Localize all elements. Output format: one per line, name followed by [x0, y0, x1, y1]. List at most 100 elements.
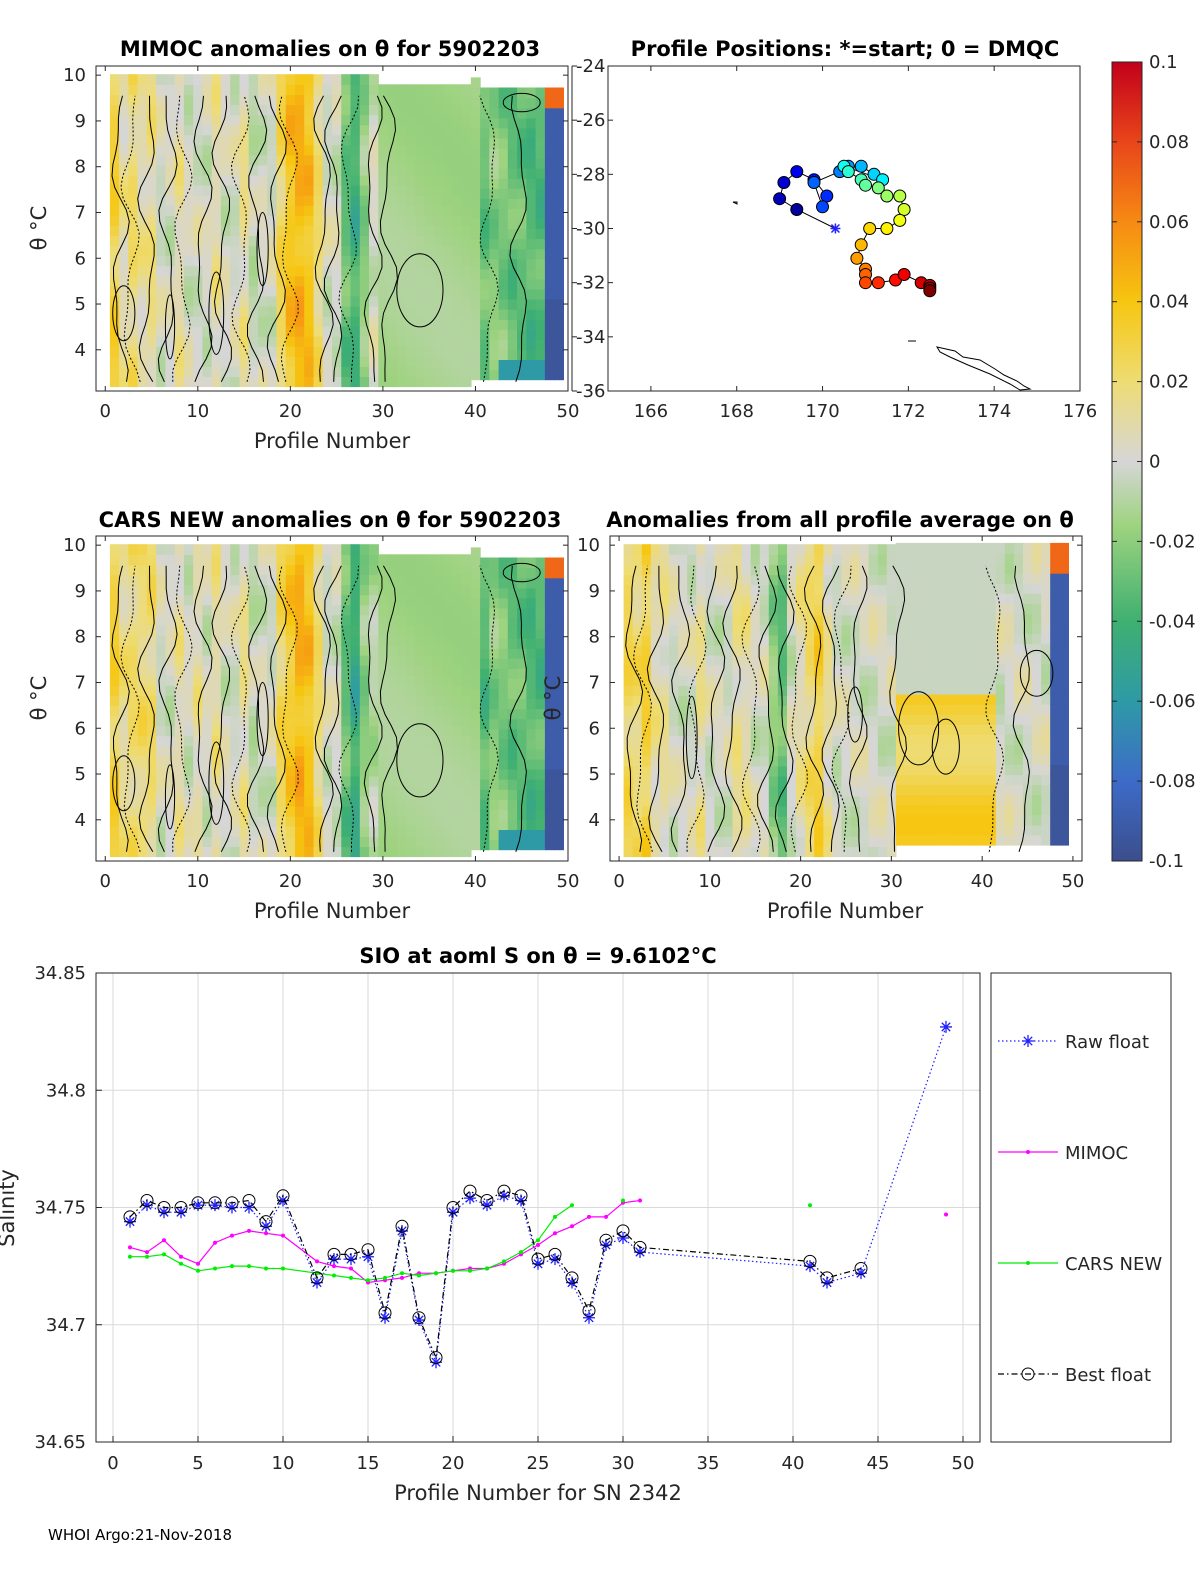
heatmap-cell	[535, 708, 546, 720]
heatmap-cell	[193, 205, 204, 216]
heatmap-cell	[322, 574, 333, 586]
heatmap-cell	[276, 134, 287, 146]
heatmap-cell	[267, 94, 278, 106]
heatmap-cell	[202, 675, 213, 686]
heatmap-cell	[415, 725, 426, 737]
heatmap-cell	[554, 228, 564, 240]
heatmap-cell	[137, 255, 148, 267]
heatmap-cell	[350, 376, 361, 388]
heatmap-cell	[387, 366, 398, 377]
heatmap-cell	[424, 326, 435, 337]
heatmap-cell	[507, 97, 518, 109]
heatmap-cell	[968, 784, 979, 796]
heatmap-cell	[359, 295, 370, 307]
heatmap-cell	[119, 765, 129, 777]
heatmap-cell	[641, 574, 652, 586]
heatmap-cell	[313, 315, 324, 327]
heatmap-cell	[230, 574, 241, 586]
heatmap-cell	[276, 235, 287, 247]
heatmap-cell	[137, 144, 148, 156]
heatmap-cell	[623, 806, 634, 817]
heatmap-cell	[119, 796, 129, 807]
heatmap-cell	[705, 735, 715, 747]
heatmap-cell	[424, 84, 435, 95]
heatmap-cell	[544, 168, 555, 179]
heatmap-cell	[276, 114, 287, 126]
heatmap-cell	[350, 326, 361, 337]
heatmap-cell	[248, 604, 259, 616]
heatmap-cell	[248, 174, 259, 186]
heatmap-cell	[1023, 643, 1033, 655]
heatmap-cell	[211, 644, 222, 656]
heatmap-cell	[239, 634, 250, 646]
heatmap-cell	[396, 205, 407, 216]
heatmap-cell	[723, 816, 734, 827]
heatmap-cell	[211, 816, 222, 827]
heatmap-cell	[433, 245, 444, 257]
heatmap-cell	[905, 714, 915, 725]
heatmap-cell	[341, 245, 352, 257]
heatmap-cell	[341, 305, 352, 317]
heatmap-cell	[443, 604, 453, 616]
heatmap-cell	[850, 705, 861, 717]
heatmap-cell	[137, 655, 148, 666]
heatmap-cell	[714, 564, 725, 576]
heatmap-cell	[777, 614, 788, 626]
heatmap-cell	[995, 593, 1006, 604]
heatmap-cell	[267, 154, 278, 166]
heatmap-cell	[406, 336, 416, 347]
heatmap-cell	[433, 366, 444, 377]
heatmap-cell	[526, 107, 537, 119]
heatmap-cell	[137, 705, 148, 717]
profile-position	[893, 189, 907, 203]
heatmap-cell	[322, 796, 333, 807]
heatmap-cell	[489, 678, 500, 690]
heatmap-cell	[202, 164, 213, 176]
heatmap-cell	[814, 634, 824, 646]
heatmap-cell	[165, 826, 176, 837]
heatmap-cell	[995, 633, 1006, 645]
heatmap-cell	[517, 258, 527, 270]
heatmap-cell	[452, 84, 463, 95]
heatmap-cell	[886, 765, 897, 777]
heatmap-cell	[1032, 613, 1042, 625]
heatmap-cell	[332, 346, 342, 357]
heatmap-cell	[659, 564, 670, 576]
heatmap-cell	[641, 745, 652, 757]
heatmap-cell	[805, 745, 815, 757]
heatmap-cell	[650, 554, 661, 565]
heatmap-cell	[777, 765, 788, 777]
heatmap-cell	[659, 644, 670, 656]
heatmap-cell	[687, 806, 697, 817]
heatmap-cell	[895, 704, 906, 715]
heatmap-cell	[128, 544, 139, 555]
heatmap-cell	[823, 765, 833, 777]
heatmap-cell	[415, 785, 426, 797]
heatmap-cell	[304, 245, 315, 257]
heatmap-cell	[359, 725, 370, 737]
heatmap-cell	[832, 705, 843, 717]
heatmap-cell	[480, 299, 490, 310]
heatmap-cell	[295, 104, 305, 116]
heatmap-cell	[687, 826, 697, 837]
heatmap-cell	[304, 295, 315, 307]
heatmap-cell	[350, 84, 361, 95]
heatmap-cell	[304, 265, 315, 277]
heatmap-cell	[623, 745, 634, 757]
heatmap-cell	[341, 185, 352, 196]
heatmap-cell	[1013, 633, 1024, 645]
y-tick-label: 10	[577, 535, 600, 556]
heatmap-cell	[332, 94, 342, 106]
heatmap-cell	[183, 574, 194, 586]
heatmap-cell	[239, 315, 250, 327]
heatmap-cell	[295, 644, 305, 656]
heatmap-cell	[350, 755, 361, 767]
heatmap-cell	[406, 806, 416, 817]
heatmap-cell	[796, 836, 806, 847]
heatmap-cell	[183, 775, 194, 787]
heatmap-cell	[823, 675, 833, 686]
heatmap-cell	[507, 597, 518, 609]
heatmap-cell	[322, 215, 333, 226]
heatmap-cell	[295, 265, 305, 277]
heatmap-cell	[295, 356, 305, 367]
